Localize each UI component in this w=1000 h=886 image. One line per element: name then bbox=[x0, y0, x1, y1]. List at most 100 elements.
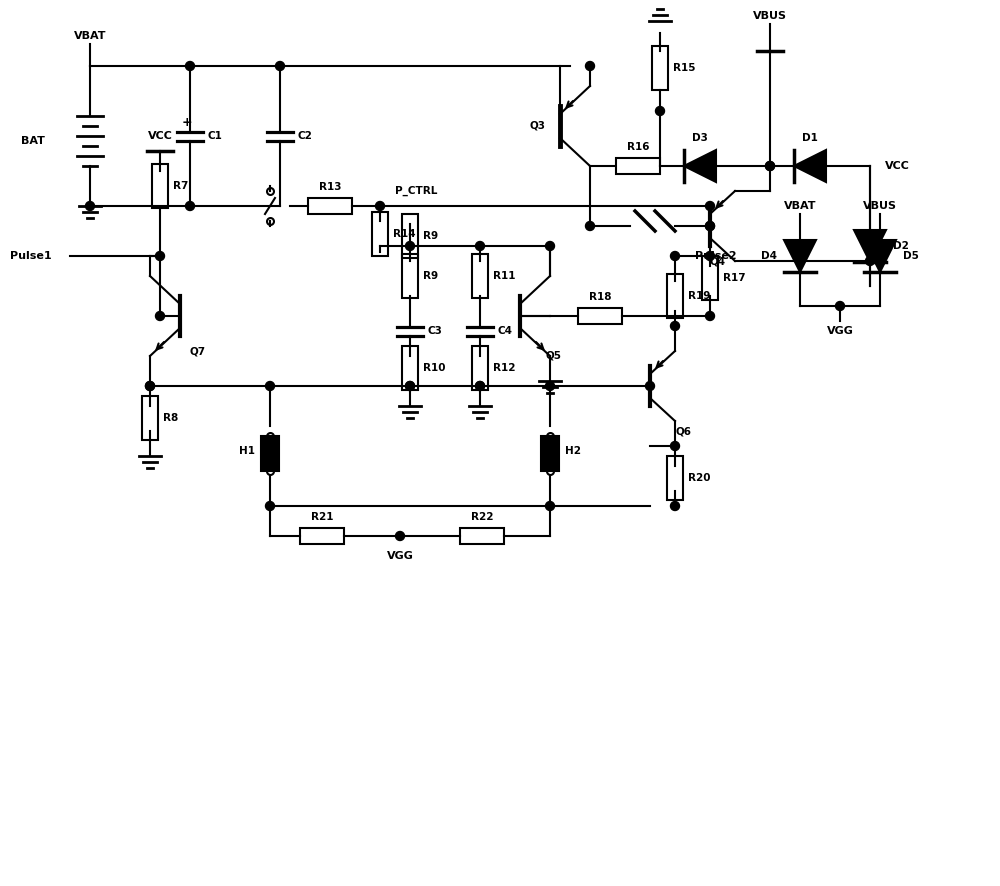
Bar bbox=[402, 346, 418, 390]
Circle shape bbox=[706, 222, 714, 230]
Text: VBAT: VBAT bbox=[784, 201, 816, 211]
Circle shape bbox=[186, 201, 194, 211]
Text: R20: R20 bbox=[688, 473, 710, 483]
Polygon shape bbox=[854, 230, 886, 262]
Text: +: + bbox=[182, 116, 192, 129]
Circle shape bbox=[706, 252, 714, 260]
Circle shape bbox=[670, 322, 680, 330]
Polygon shape bbox=[864, 240, 896, 272]
Circle shape bbox=[266, 382, 274, 391]
Circle shape bbox=[546, 242, 554, 251]
Text: D2: D2 bbox=[893, 241, 909, 251]
Text: D3: D3 bbox=[692, 133, 708, 143]
Bar bbox=[460, 528, 504, 544]
Circle shape bbox=[670, 252, 680, 260]
Text: D4: D4 bbox=[761, 251, 777, 261]
Text: R9: R9 bbox=[423, 231, 438, 241]
Text: Pulse1: Pulse1 bbox=[10, 251, 52, 261]
Text: D1: D1 bbox=[802, 133, 818, 143]
Circle shape bbox=[266, 501, 274, 510]
Text: VGG: VGG bbox=[827, 326, 853, 336]
Text: C1: C1 bbox=[208, 131, 223, 141]
Text: C3: C3 bbox=[428, 326, 443, 336]
Text: Pulse2: Pulse2 bbox=[695, 251, 737, 261]
Text: VBUS: VBUS bbox=[753, 11, 787, 21]
Text: Q3: Q3 bbox=[529, 121, 545, 131]
Circle shape bbox=[406, 382, 415, 391]
Text: VCC: VCC bbox=[885, 161, 910, 171]
Bar bbox=[652, 46, 668, 90]
Circle shape bbox=[586, 222, 594, 230]
Bar bbox=[472, 346, 488, 390]
Bar bbox=[152, 164, 168, 208]
Text: C2: C2 bbox=[298, 131, 313, 141]
Text: VBUS: VBUS bbox=[863, 201, 897, 211]
Bar bbox=[372, 212, 388, 256]
Circle shape bbox=[86, 201, 94, 211]
Bar bbox=[578, 308, 622, 324]
Bar bbox=[667, 456, 683, 500]
Text: R16: R16 bbox=[627, 142, 649, 152]
Bar bbox=[402, 214, 418, 258]
Text: VCC: VCC bbox=[148, 131, 172, 141]
Bar bbox=[541, 436, 559, 471]
Text: D5: D5 bbox=[903, 251, 919, 261]
Circle shape bbox=[476, 382, 484, 391]
Text: C4: C4 bbox=[498, 326, 513, 336]
Text: Q7: Q7 bbox=[190, 346, 206, 356]
Text: R21: R21 bbox=[311, 512, 333, 522]
Circle shape bbox=[670, 441, 680, 450]
Text: BAT: BAT bbox=[21, 136, 45, 146]
Polygon shape bbox=[684, 150, 716, 182]
Circle shape bbox=[376, 201, 384, 211]
Text: VBAT: VBAT bbox=[74, 31, 106, 41]
Circle shape bbox=[406, 382, 415, 391]
Text: R8: R8 bbox=[163, 413, 178, 423]
Text: R10: R10 bbox=[423, 363, 446, 373]
Circle shape bbox=[706, 312, 714, 321]
Circle shape bbox=[546, 382, 554, 391]
Text: H1: H1 bbox=[239, 446, 255, 456]
Bar bbox=[702, 256, 718, 300]
Bar bbox=[308, 198, 352, 214]
Text: R19: R19 bbox=[688, 291, 710, 301]
Circle shape bbox=[146, 382, 154, 391]
Bar bbox=[402, 254, 418, 298]
Polygon shape bbox=[794, 150, 826, 182]
Bar bbox=[300, 528, 344, 544]
Circle shape bbox=[670, 501, 680, 510]
Text: Q5: Q5 bbox=[545, 351, 561, 361]
Circle shape bbox=[586, 61, 594, 71]
Text: R17: R17 bbox=[723, 273, 746, 283]
Text: R18: R18 bbox=[589, 292, 611, 302]
Circle shape bbox=[706, 222, 714, 230]
Bar bbox=[667, 274, 683, 318]
Text: Q6: Q6 bbox=[675, 426, 691, 436]
Circle shape bbox=[156, 252, 164, 260]
Circle shape bbox=[766, 161, 774, 170]
Circle shape bbox=[406, 242, 415, 251]
Text: R14: R14 bbox=[393, 229, 416, 239]
Text: R7: R7 bbox=[173, 181, 188, 191]
Bar bbox=[142, 396, 158, 440]
Circle shape bbox=[766, 161, 774, 170]
Circle shape bbox=[476, 382, 484, 391]
Circle shape bbox=[656, 106, 664, 115]
Text: R12: R12 bbox=[493, 363, 516, 373]
Text: VGG: VGG bbox=[387, 551, 413, 561]
Bar bbox=[616, 158, 660, 174]
Circle shape bbox=[186, 61, 194, 71]
Bar bbox=[472, 254, 488, 298]
Circle shape bbox=[276, 61, 285, 71]
Circle shape bbox=[706, 201, 714, 211]
Text: Q4: Q4 bbox=[710, 256, 726, 266]
Circle shape bbox=[866, 257, 874, 266]
Text: R22: R22 bbox=[471, 512, 493, 522]
Circle shape bbox=[836, 301, 844, 310]
Circle shape bbox=[476, 242, 484, 251]
Circle shape bbox=[156, 312, 164, 321]
Bar bbox=[261, 436, 279, 471]
Circle shape bbox=[646, 382, 654, 391]
Circle shape bbox=[396, 532, 404, 540]
Polygon shape bbox=[784, 240, 816, 272]
